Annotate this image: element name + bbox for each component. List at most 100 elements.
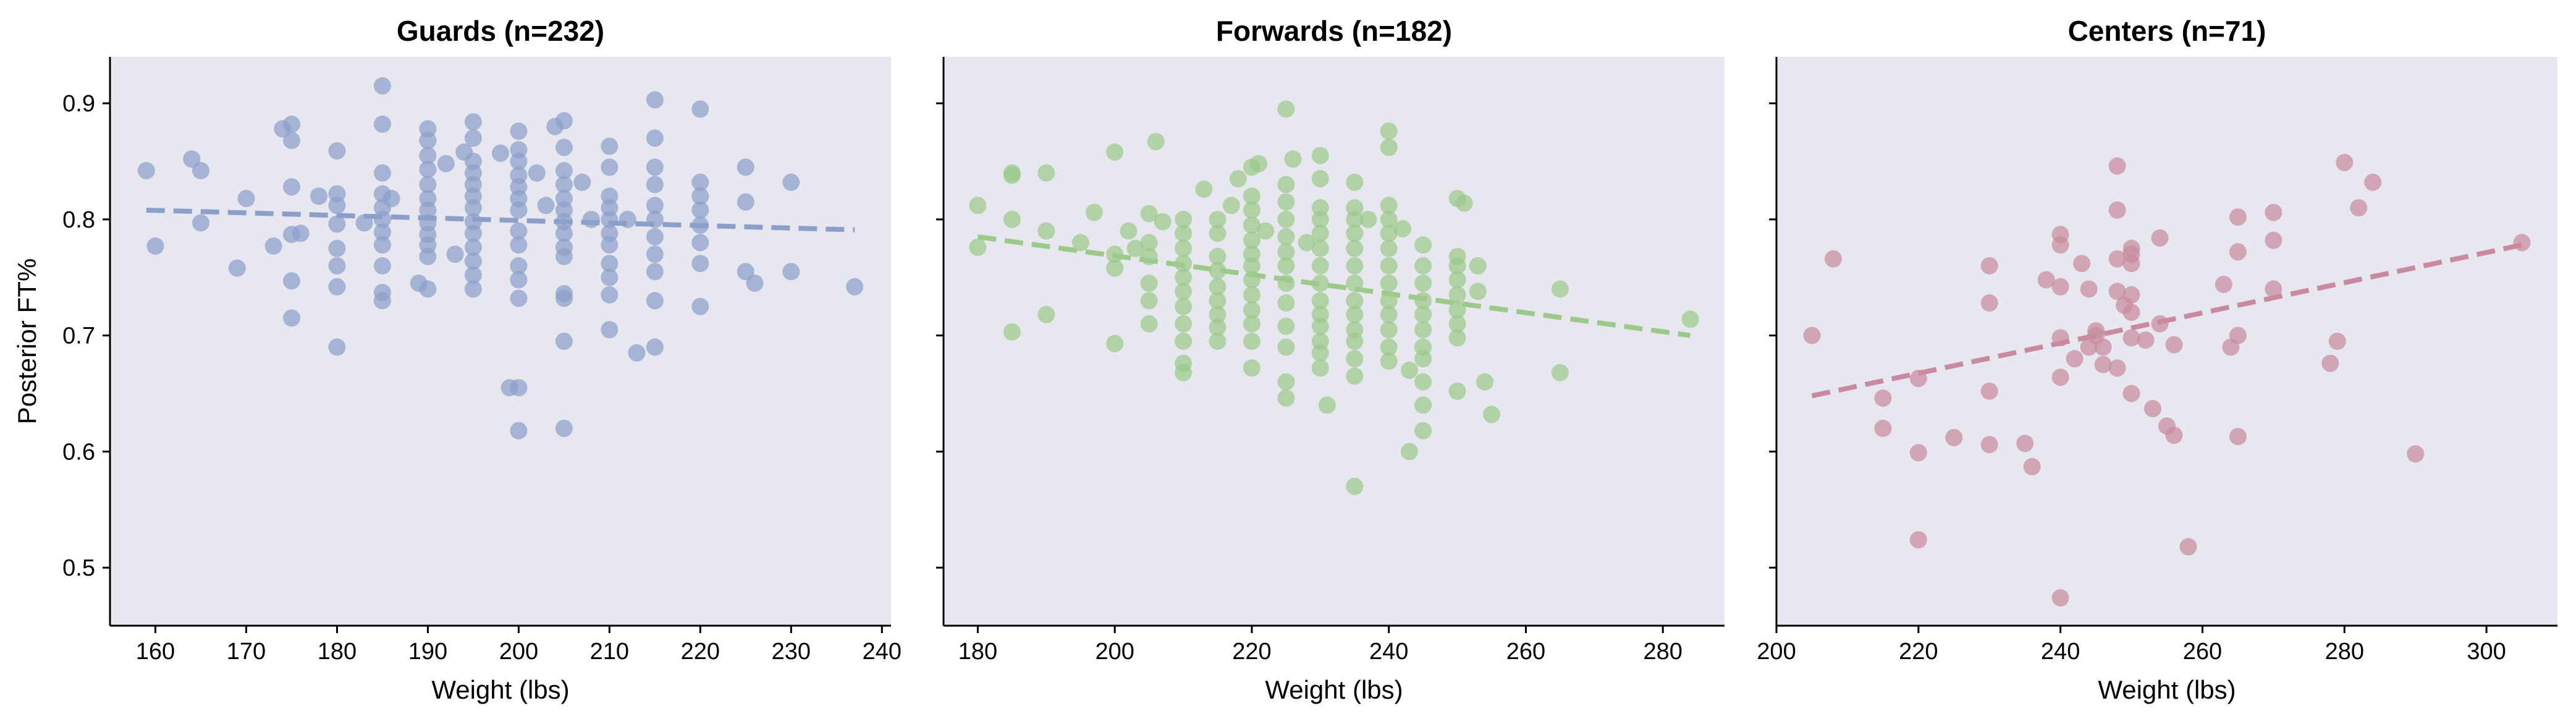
guards-trend-line: [146, 207, 855, 232]
centers-data-point: [2108, 283, 2126, 300]
guards-data-point: [573, 173, 591, 191]
forwards-data-point: [1243, 257, 1261, 275]
guards-data-point: [410, 275, 428, 292]
forwards-data-point: [1380, 321, 1398, 339]
guards-data-point: [646, 263, 664, 281]
guards-data-point: [510, 222, 528, 240]
centers-data-point: [2023, 458, 2041, 475]
guards-y-axis-label: Posterior FT%: [12, 258, 41, 424]
guards-data-point: [510, 201, 528, 219]
forwards-x-tick-label: 280: [1644, 639, 1683, 665]
forwards-data-point: [1277, 243, 1295, 261]
forwards-data-point: [1243, 359, 1261, 377]
guards-data-point: [192, 214, 209, 232]
guards-data-point: [510, 236, 528, 254]
forwards-data-point: [1154, 213, 1172, 231]
guards-data-point: [510, 153, 528, 170]
guards-data-point: [737, 158, 754, 176]
guards-data-point: [510, 422, 528, 440]
centers-data-point: [2165, 336, 2183, 354]
guards-data-point: [555, 224, 573, 242]
forwards-data-point: [1346, 257, 1364, 275]
guards-data-point: [583, 210, 600, 228]
forwards-data-point: [1311, 275, 1329, 292]
forwards-data-point: [1346, 350, 1364, 368]
centers-data-point: [2407, 445, 2425, 463]
guards-data-point: [419, 147, 437, 164]
forwards-data-point: [1250, 155, 1267, 172]
centers-data-point: [1874, 390, 1892, 407]
forwards-data-point: [1003, 166, 1021, 184]
forwards-data-point: [1175, 333, 1193, 350]
guards-data-point: [601, 268, 619, 286]
guards-data-point: [492, 144, 509, 162]
centers-data-point: [2080, 280, 2098, 298]
centers-x-tick-label: 240: [2041, 639, 2080, 665]
forwards-data-point: [1311, 344, 1329, 362]
forwards-data-point: [1311, 147, 1329, 164]
forwards-data-point: [1209, 210, 1227, 228]
guards-data-point: [846, 278, 864, 296]
forwards-points: [969, 100, 1699, 495]
guards-data-point: [373, 292, 391, 310]
guards-data-point: [555, 419, 573, 437]
forwards-data-point: [1380, 239, 1398, 257]
centers-data-point: [2215, 276, 2232, 293]
centers-data-point: [2122, 329, 2140, 347]
guards-y-tick-label: 0.7: [62, 323, 95, 349]
centers-data-point: [2122, 385, 2140, 402]
guards-data-point: [646, 176, 664, 194]
forwards-data-point: [1277, 228, 1295, 245]
forwards-data-point: [1209, 262, 1227, 279]
guards-plot-area: [110, 57, 891, 626]
forwards-data-point: [1003, 323, 1021, 341]
guards-data-point: [555, 112, 573, 130]
guards-data-point: [464, 266, 482, 284]
forwards-data-point: [1037, 164, 1055, 182]
guards-data-point: [464, 129, 482, 147]
forwards-data-point: [1277, 317, 1295, 335]
guards-data-point: [691, 173, 709, 191]
forwards-x-tick-label: 260: [1506, 639, 1545, 665]
forwards-data-point: [1414, 275, 1432, 292]
guards-x-tick-label: 210: [590, 639, 629, 665]
forwards-data-point: [1277, 257, 1295, 275]
guards-data-point: [283, 132, 300, 150]
forwards-data-point: [1311, 170, 1329, 188]
forwards-data-point: [1277, 100, 1295, 118]
forwards-data-point: [1175, 297, 1193, 315]
forwards-data-point: [1380, 305, 1398, 323]
guards-data-point: [691, 255, 709, 273]
centers-data-point: [1980, 257, 1998, 275]
guards-data-point: [555, 333, 573, 350]
guards-data-point: [373, 257, 391, 275]
centers-data-point: [2364, 173, 2382, 191]
forwards-data-point: [1284, 150, 1302, 168]
forwards-data-point: [1346, 239, 1364, 257]
guards-data-point: [419, 247, 437, 265]
forwards-data-point: [1175, 315, 1193, 333]
guards-data-point: [373, 115, 391, 133]
centers-data-point: [2265, 231, 2283, 249]
forwards-data-point: [1483, 406, 1500, 424]
centers-data-point: [1980, 382, 1998, 400]
guards-data-point: [691, 297, 709, 315]
guards-data-point: [146, 237, 164, 255]
forwards-data-point: [1551, 280, 1569, 298]
forwards-data-point: [1175, 224, 1193, 242]
forwards-data-point: [1414, 257, 1432, 275]
forwards-data-point: [1311, 317, 1329, 335]
forwards-x-tick-label: 200: [1095, 639, 1134, 665]
forwards-data-point: [1448, 301, 1466, 319]
guards-data-point: [419, 161, 437, 179]
forwards-data-point: [1311, 210, 1329, 228]
guards-data-point: [237, 190, 255, 208]
centers-data-point: [2122, 304, 2140, 322]
centers-data-point: [2265, 203, 2283, 221]
guards-data-point: [510, 271, 528, 289]
centers-data-point: [2328, 333, 2346, 350]
centers-data-point: [1945, 428, 1963, 446]
guards-x-tick-label: 190: [408, 639, 447, 665]
forwards-data-point: [1277, 176, 1295, 194]
centers-data-point: [2094, 338, 2112, 356]
